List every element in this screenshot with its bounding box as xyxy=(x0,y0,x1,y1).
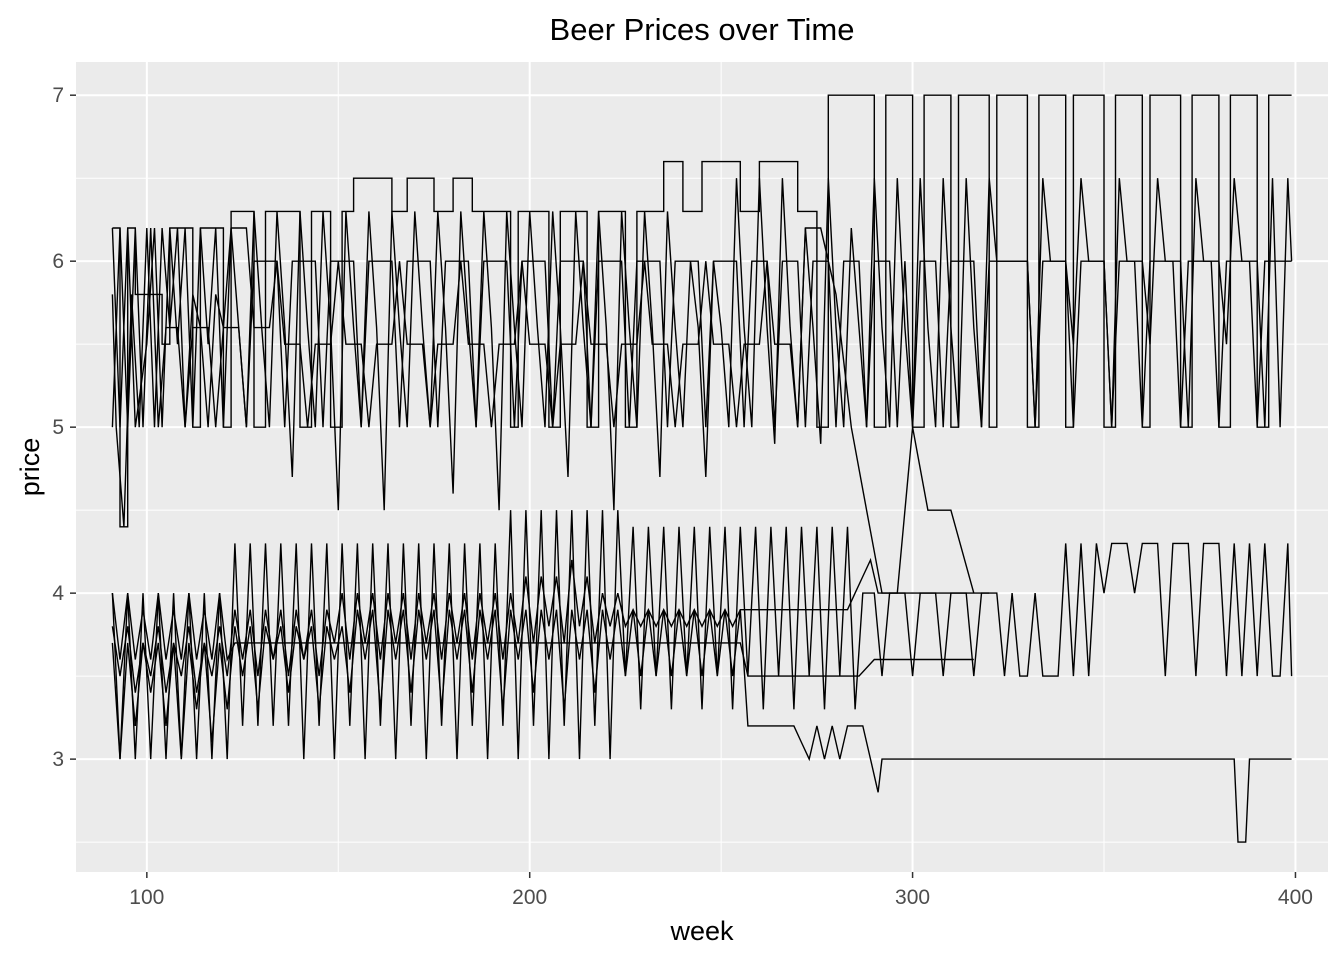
price-series-line-6 xyxy=(111,609,1292,843)
price-series-line-1 xyxy=(112,94,1292,528)
price-series-line-3 xyxy=(111,227,1292,428)
x-axis-title: week xyxy=(669,916,734,946)
y-axis-title: price xyxy=(15,438,45,497)
y-tick-label: 6 xyxy=(52,250,64,273)
price-series-line-8 xyxy=(111,593,974,677)
x-axis: 100 200 300 400 xyxy=(129,872,1313,909)
y-tick-label: 7 xyxy=(52,84,64,107)
price-series-line-2 xyxy=(111,178,1293,527)
y-tick-label: 4 xyxy=(52,582,64,605)
x-tick-label: 400 xyxy=(1278,886,1313,909)
price-series-line-7 xyxy=(111,557,990,693)
y-axis: 3 4 5 6 7 xyxy=(52,84,76,771)
chart-title: Beer Prices over Time xyxy=(550,12,855,47)
x-tick-label: 200 xyxy=(512,886,547,909)
x-tick-label: 100 xyxy=(129,886,164,909)
y-tick-label: 3 xyxy=(52,748,64,771)
y-tick-label: 5 xyxy=(52,416,64,439)
price-series xyxy=(111,94,1293,843)
price-series-line-4 xyxy=(111,227,975,594)
x-tick-label: 300 xyxy=(895,886,930,909)
